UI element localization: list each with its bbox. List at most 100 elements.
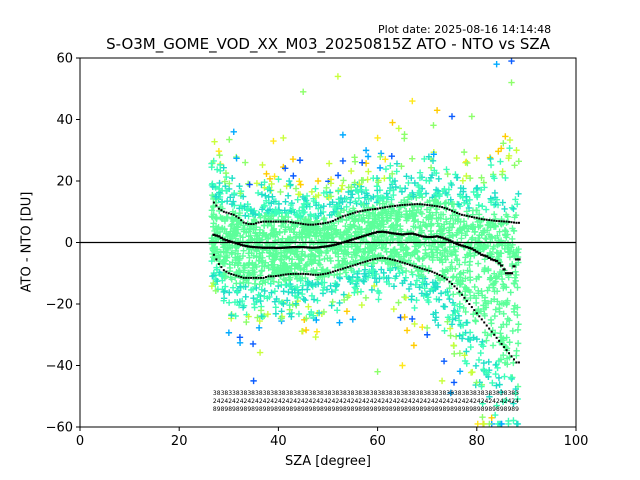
lower-bound-marker xyxy=(312,273,315,276)
data-point xyxy=(448,113,456,120)
data-point xyxy=(332,249,339,257)
data-point xyxy=(424,331,431,338)
data-point xyxy=(465,204,473,212)
data-point xyxy=(286,238,293,245)
data-point xyxy=(425,242,433,249)
upper-bound-marker xyxy=(379,207,382,210)
data-point xyxy=(365,168,372,175)
data-point xyxy=(416,174,424,182)
data-point xyxy=(482,206,490,213)
data-point xyxy=(455,317,463,324)
data-point xyxy=(422,222,430,230)
upper-bound-marker xyxy=(483,218,486,221)
lower-bound-marker xyxy=(473,309,476,312)
data-point xyxy=(384,217,391,225)
mean-marker xyxy=(418,234,422,237)
data-point xyxy=(208,213,215,220)
data-point xyxy=(492,370,499,378)
data-point xyxy=(320,202,327,210)
upper-bound-marker xyxy=(441,206,444,209)
data-point xyxy=(286,282,293,290)
data-point xyxy=(510,205,517,213)
upper-bound-marker xyxy=(312,223,315,226)
data-point xyxy=(490,211,498,218)
data-point xyxy=(287,181,294,188)
data-point xyxy=(359,255,367,262)
lower-bound-marker xyxy=(262,276,265,279)
lower-bound-marker xyxy=(493,333,496,336)
mean-marker xyxy=(482,254,486,257)
data-point xyxy=(297,277,304,284)
data-point xyxy=(349,316,356,323)
data-point xyxy=(259,230,267,237)
mean-marker xyxy=(296,246,300,249)
data-point xyxy=(351,289,358,296)
lower-bound-marker xyxy=(257,276,260,279)
upper-bound-marker xyxy=(319,222,322,225)
data-point xyxy=(288,256,296,263)
upper-bound-marker xyxy=(460,213,463,216)
data-point xyxy=(475,211,483,218)
lower-bound-marker xyxy=(297,272,300,275)
lower-bound-marker xyxy=(284,273,287,276)
data-point xyxy=(322,249,330,257)
data-point xyxy=(425,153,433,160)
data-point xyxy=(489,245,497,252)
data-point xyxy=(470,292,478,299)
data-point xyxy=(334,73,342,80)
data-point xyxy=(424,296,431,304)
data-point xyxy=(495,374,503,382)
data-point xyxy=(245,205,253,212)
data-point xyxy=(296,178,303,185)
data-point xyxy=(494,364,501,372)
data-point xyxy=(314,247,321,255)
data-point xyxy=(362,147,370,154)
data-point xyxy=(484,287,491,294)
data-point xyxy=(242,212,249,219)
mean-marker xyxy=(517,258,521,261)
data-point xyxy=(273,209,280,217)
data-point xyxy=(503,396,510,404)
data-point xyxy=(280,275,288,283)
lower-bound-marker xyxy=(225,270,228,273)
lower-bound-marker xyxy=(396,259,399,262)
data-point xyxy=(446,295,453,303)
mean-marker xyxy=(279,246,283,249)
data-point xyxy=(343,196,350,203)
mean-marker xyxy=(433,235,437,238)
data-point xyxy=(361,273,369,280)
data-point xyxy=(456,368,464,375)
data-point xyxy=(383,275,390,282)
lower-bound-marker xyxy=(393,259,396,262)
data-point xyxy=(425,216,432,223)
data-point xyxy=(258,257,265,264)
data-point xyxy=(374,368,381,375)
data-point xyxy=(312,185,319,192)
data-point xyxy=(336,270,344,277)
data-point xyxy=(489,342,497,349)
data-point xyxy=(497,330,504,337)
data-point xyxy=(429,279,437,286)
data-point xyxy=(395,209,402,216)
data-point xyxy=(374,220,381,227)
upper-bound-marker xyxy=(289,221,292,224)
data-point xyxy=(466,288,474,296)
lower-bound-marker xyxy=(448,280,451,283)
data-point xyxy=(460,304,467,312)
data-point xyxy=(493,382,500,389)
data-point xyxy=(224,244,231,251)
data-point xyxy=(252,211,259,218)
data-point xyxy=(481,256,488,263)
data-point xyxy=(466,258,474,265)
data-point xyxy=(226,136,233,143)
data-point xyxy=(490,173,497,180)
data-point xyxy=(289,301,296,308)
data-point xyxy=(460,218,468,225)
upper-bound-marker xyxy=(245,222,248,225)
data-point xyxy=(266,253,273,260)
data-point xyxy=(233,269,240,276)
data-point xyxy=(444,170,451,178)
data-point xyxy=(287,201,295,209)
mean-marker xyxy=(512,265,516,268)
lower-bound-marker xyxy=(232,273,235,276)
